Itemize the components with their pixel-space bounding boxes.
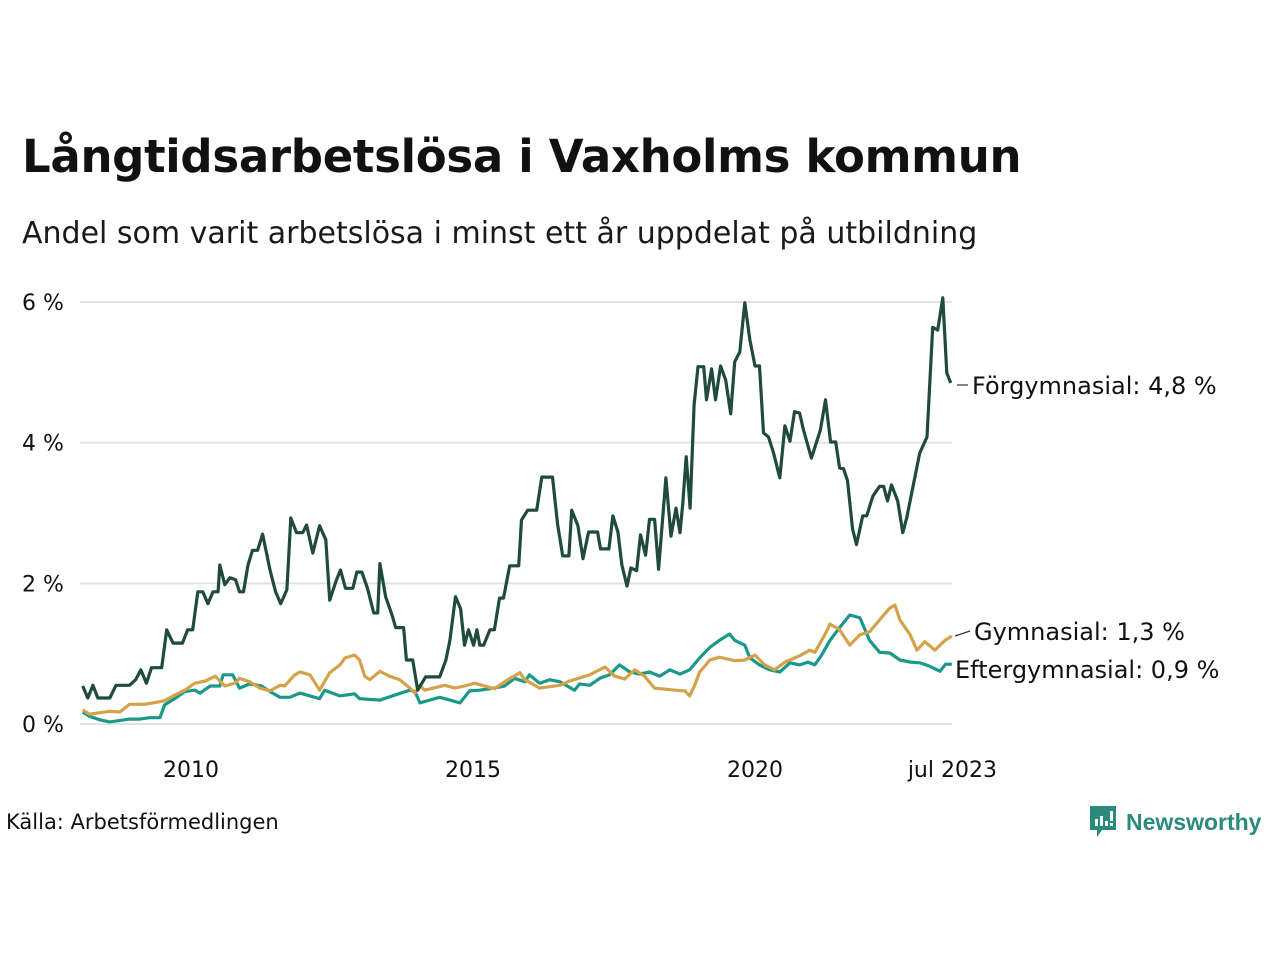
series-line-gymnasial: [81, 603, 953, 716]
x-axis-ticks: 2010 2015 2020 jul 2023: [163, 758, 997, 783]
series-label-förgymnasial: Förgymnasial: 4,8 %: [972, 372, 1217, 400]
chart-title: Långtidsarbetslösa i Vaxholms kommun: [22, 130, 1022, 183]
x-tick-label: 2010: [163, 758, 219, 783]
series-label-gymnasial: Gymnasial: 1,3 %: [974, 618, 1185, 646]
chart-subtitle: Andel som varit arbetslösa i minst ett å…: [22, 216, 978, 251]
series-line-eftergymnasial: [81, 613, 952, 724]
y-axis-ticks: 0 % 2 % 4 % 6 %: [22, 291, 64, 738]
x-tick-label: 2015: [445, 758, 501, 783]
y-tick-label: 6 %: [22, 291, 64, 316]
y-tick-label: 2 %: [22, 572, 64, 597]
series-lines: [81, 296, 953, 724]
source-note: Källa: Arbetsförmedlingen: [6, 810, 279, 834]
series-label-eftergymnasial: Eftergymnasial: 0,9 %: [955, 656, 1219, 684]
series-line-förgymnasial: [81, 296, 953, 700]
y-tick-label: 0 %: [22, 713, 64, 738]
newsworthy-logo[interactable]: Newsworthy: [1088, 804, 1261, 840]
x-tick-label: 2020: [727, 758, 783, 783]
gridlines: [80, 301, 952, 725]
series-labels: Förgymnasial: 4,8 % Gymnasial: 1,3 % Efter…: [954, 372, 1219, 684]
x-tick-label: jul 2023: [907, 758, 997, 783]
newsworthy-logo-icon: [1090, 806, 1116, 837]
label-leader-line: [954, 630, 971, 637]
brand-name: Newsworthy: [1126, 808, 1262, 835]
y-tick-label: 4 %: [22, 432, 64, 457]
